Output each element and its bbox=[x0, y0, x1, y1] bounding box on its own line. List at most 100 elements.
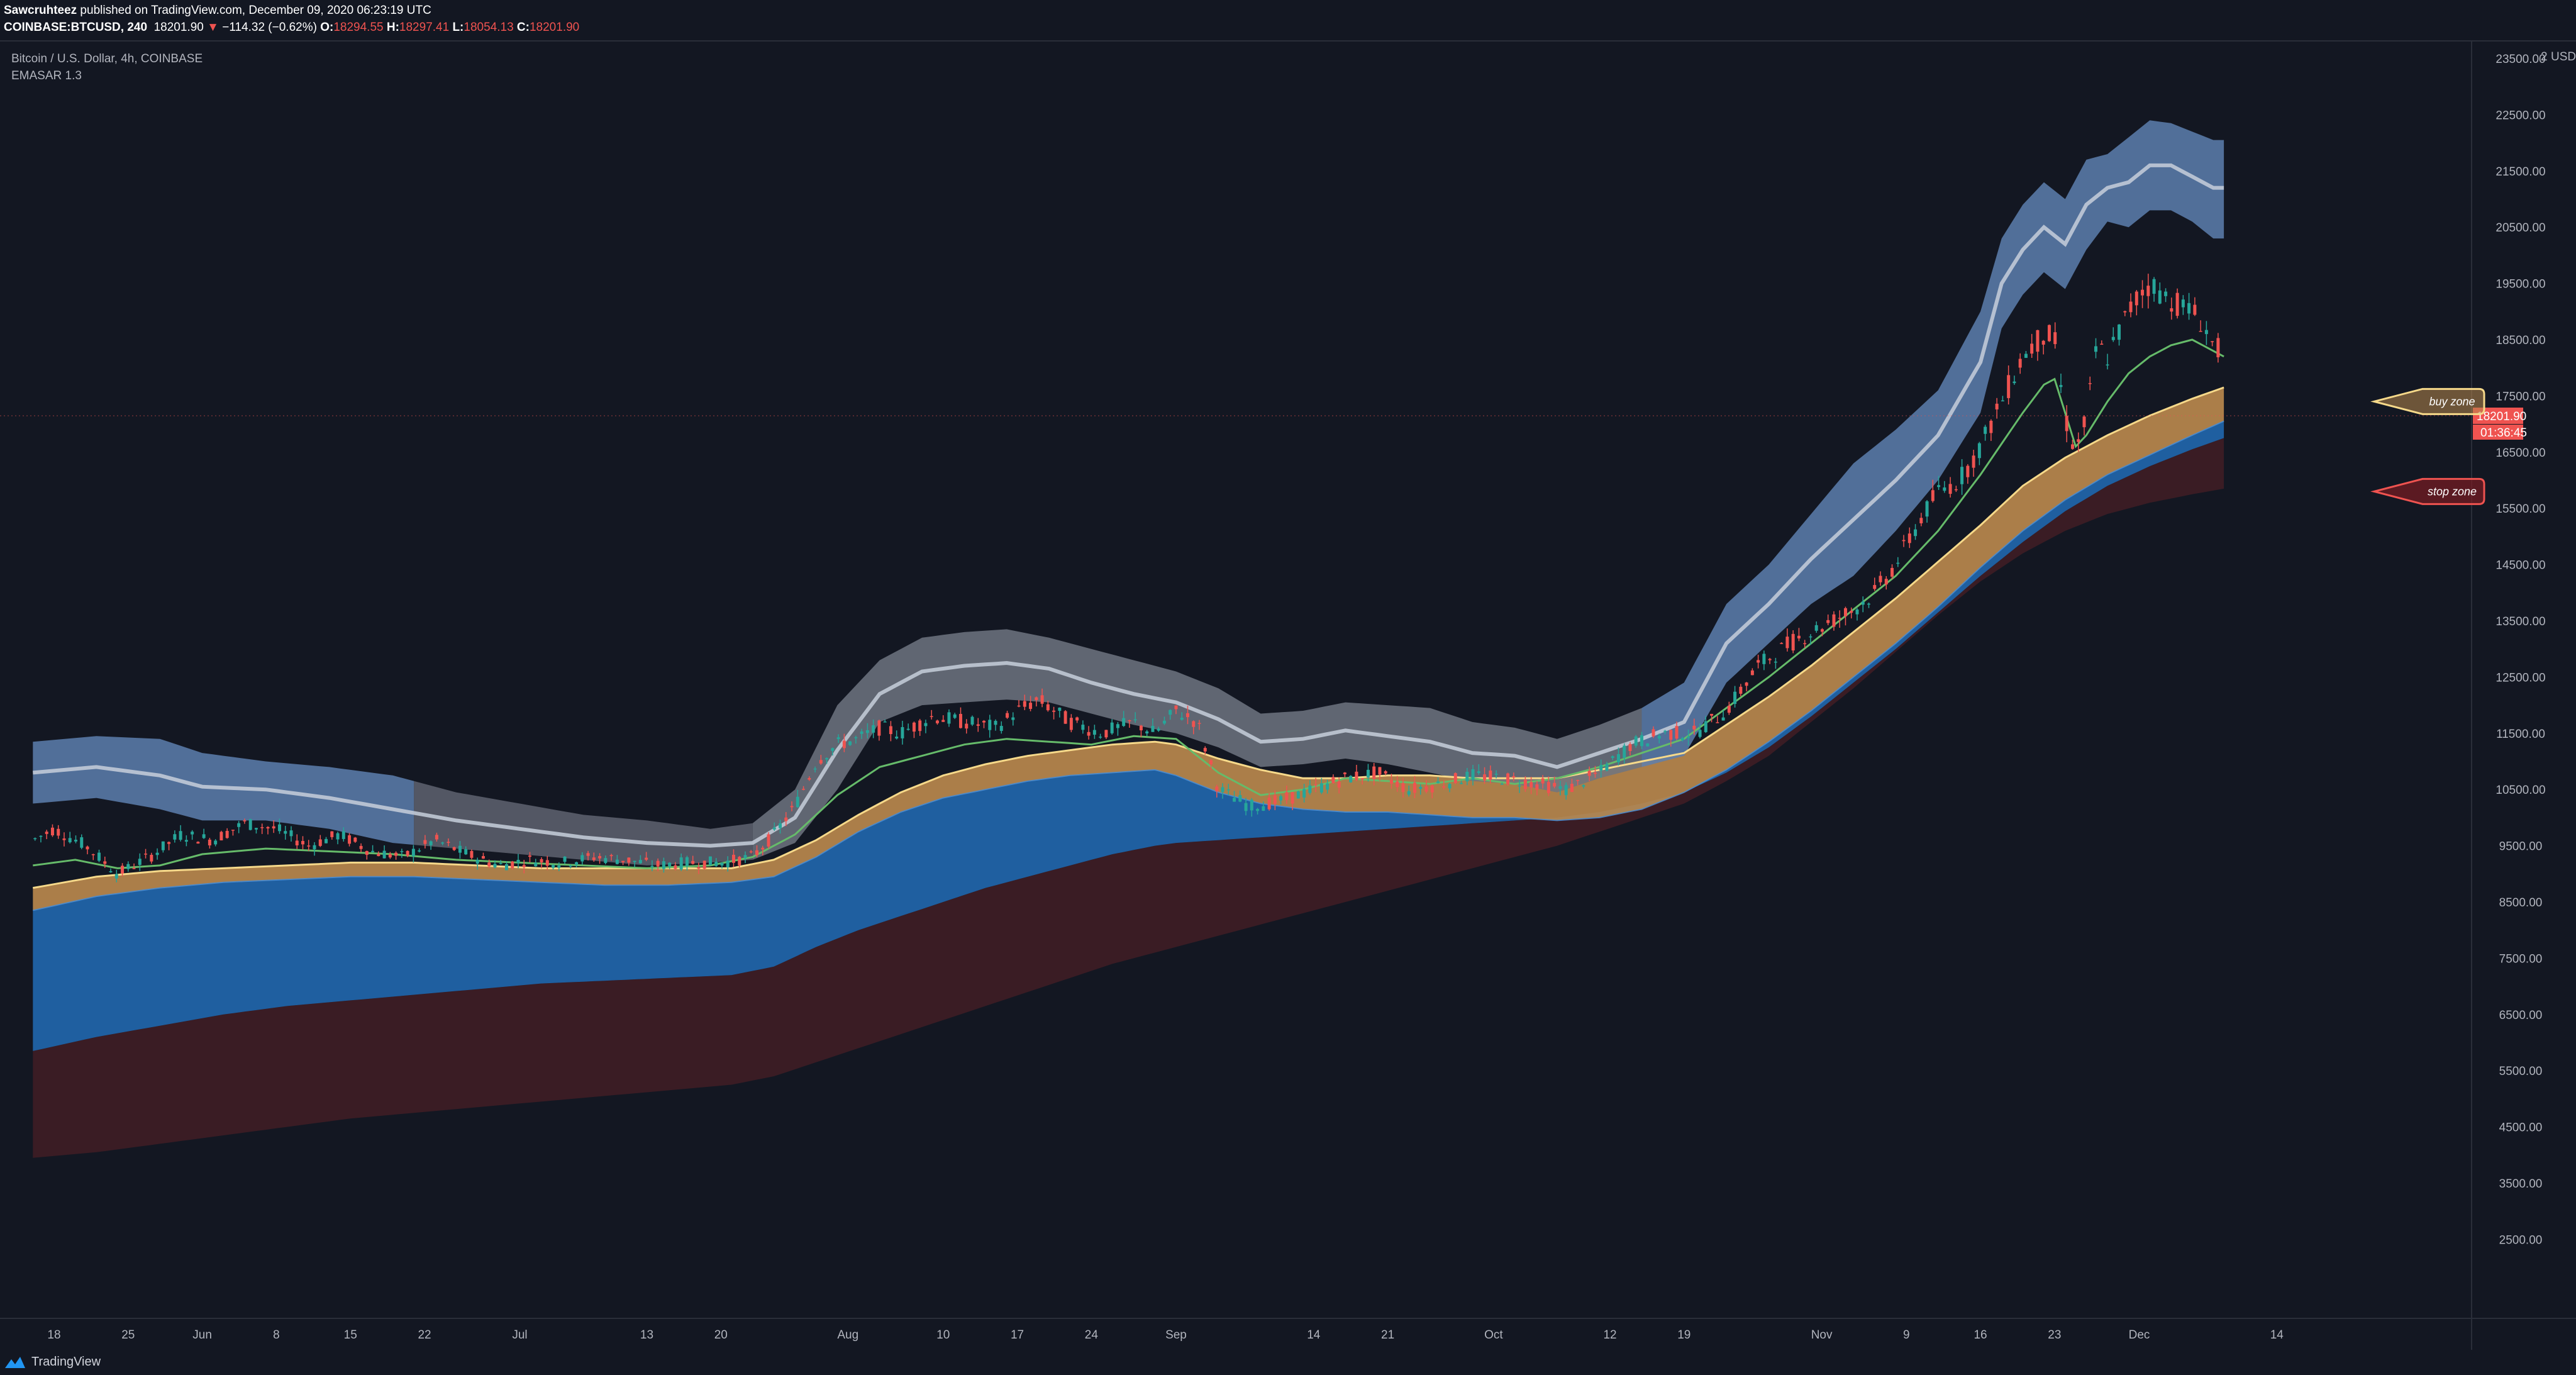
candle-body bbox=[191, 832, 194, 835]
candle-body bbox=[674, 865, 677, 869]
candle-body bbox=[1768, 659, 1772, 660]
candle-body bbox=[2106, 364, 2109, 365]
candle-body bbox=[999, 726, 1003, 732]
candle-body bbox=[813, 768, 817, 770]
candle-body bbox=[1657, 735, 1661, 739]
candle-body bbox=[394, 852, 398, 856]
candle-body bbox=[481, 856, 485, 859]
candle-body bbox=[45, 832, 48, 834]
y-tick-label: 23500.00 bbox=[2496, 53, 2545, 66]
candle-body bbox=[1890, 567, 1894, 577]
candle-body bbox=[1291, 792, 1294, 804]
candle-body bbox=[196, 842, 200, 844]
candle-body bbox=[755, 850, 759, 855]
candle-body bbox=[842, 740, 846, 749]
candle-body bbox=[231, 830, 235, 831]
candle-body bbox=[1174, 705, 1178, 710]
legend-title: Bitcoin / U.S. Dollar, 4h, COINBASE bbox=[11, 52, 203, 65]
open-value: 18294.55 bbox=[333, 21, 384, 34]
candle-body bbox=[2123, 311, 2127, 313]
candle-body bbox=[1972, 455, 1975, 468]
candle-body bbox=[1011, 717, 1015, 720]
candle-body bbox=[208, 839, 211, 846]
x-tick-label: 8 bbox=[273, 1328, 280, 1342]
candle-body bbox=[1279, 796, 1283, 801]
buy-zone-callout[interactable]: buy zone bbox=[2370, 387, 2485, 415]
candle-body bbox=[1360, 778, 1364, 780]
candle-body bbox=[2181, 299, 2185, 308]
candle-body bbox=[260, 827, 264, 828]
candle-body bbox=[1826, 620, 1830, 623]
candle-body bbox=[464, 849, 468, 855]
chart-legend: Bitcoin / U.S. Dollar, 4h, COINBASE EMAS… bbox=[11, 50, 203, 84]
candle-body bbox=[1046, 704, 1050, 711]
y-tick-label: 19500.00 bbox=[2496, 278, 2545, 291]
candle-body bbox=[1925, 501, 1929, 517]
candle-body bbox=[109, 871, 113, 872]
x-tick-label: 23 bbox=[2048, 1328, 2061, 1342]
candle-body bbox=[1133, 719, 1137, 721]
candle-body bbox=[167, 842, 171, 844]
candle-body bbox=[33, 838, 37, 840]
candle-body bbox=[1616, 754, 1620, 762]
candle-body bbox=[965, 723, 969, 729]
candle-body bbox=[1989, 420, 1993, 433]
candle-body bbox=[1640, 735, 1643, 747]
candle-body bbox=[1110, 722, 1114, 733]
candle-body bbox=[516, 860, 520, 863]
candle-body bbox=[749, 851, 753, 853]
candle-body bbox=[702, 860, 706, 869]
candle-body bbox=[1907, 533, 1911, 543]
candle-body bbox=[511, 861, 514, 868]
candle-body bbox=[1867, 603, 1871, 605]
candle-body bbox=[1069, 718, 1073, 730]
upper-band-segment bbox=[33, 736, 414, 845]
x-tick-label: 12 bbox=[1603, 1328, 1616, 1342]
candle-body bbox=[458, 845, 462, 853]
candle-body bbox=[1727, 706, 1731, 713]
candle-body bbox=[819, 760, 823, 764]
upper-band-midline bbox=[33, 163, 2224, 848]
price-chart[interactable]: 23500.0022500.0021500.0020500.0019500.00… bbox=[0, 42, 2576, 1350]
candle-body bbox=[1319, 783, 1323, 793]
candle-body bbox=[353, 837, 357, 842]
candle-body bbox=[865, 730, 869, 733]
x-tick-label: Jul bbox=[512, 1328, 527, 1342]
candle-body bbox=[97, 852, 101, 861]
candle-body bbox=[540, 859, 543, 863]
blue-band bbox=[33, 421, 2224, 1051]
x-tick-label: 22 bbox=[418, 1328, 431, 1342]
candle-body bbox=[272, 826, 275, 829]
candle-body bbox=[848, 741, 852, 745]
candle-body bbox=[2007, 375, 2011, 398]
candle-body bbox=[1436, 781, 1440, 783]
candle-body bbox=[400, 851, 404, 852]
candle-layer bbox=[33, 274, 2220, 882]
candle-body bbox=[1419, 787, 1423, 789]
candle-body bbox=[953, 714, 957, 718]
time-axis[interactable]: 18 25 Jun 8 15 22 Jul 13 20 Aug 10 17 24 Sep 14 21 Oct 12… bbox=[47, 1328, 2284, 1342]
candle-body bbox=[970, 716, 974, 725]
candle-body bbox=[441, 842, 445, 844]
candle-body bbox=[1407, 791, 1411, 795]
candle-body bbox=[161, 841, 165, 850]
y-tick-label: 2500.00 bbox=[2499, 1233, 2543, 1247]
stop-zone-callout[interactable]: stop zone bbox=[2370, 477, 2485, 505]
tradingview-logo[interactable]: TradingView bbox=[4, 1355, 101, 1369]
candle-body bbox=[1692, 725, 1696, 730]
candle-body bbox=[1977, 443, 1981, 459]
candle-body bbox=[836, 737, 840, 739]
candle-body bbox=[1203, 748, 1207, 752]
author-name[interactable]: Sawcruhteez bbox=[4, 4, 77, 17]
x-tick-label: 19 bbox=[1677, 1328, 1690, 1342]
price-axis[interactable]: 23500.0022500.0021500.0020500.0019500.00… bbox=[2496, 53, 2545, 1247]
currency-label: USD bbox=[2551, 50, 2576, 64]
candle-body bbox=[248, 819, 252, 830]
candle-body bbox=[1564, 784, 1568, 796]
candle-body bbox=[2152, 279, 2156, 294]
legend-indicator[interactable]: EMASAR 1.3 bbox=[11, 69, 82, 82]
candle-body bbox=[1704, 721, 1707, 732]
candle-body bbox=[1052, 710, 1056, 712]
x-tick-label: Sep bbox=[1165, 1328, 1187, 1342]
candle-body bbox=[377, 854, 380, 857]
